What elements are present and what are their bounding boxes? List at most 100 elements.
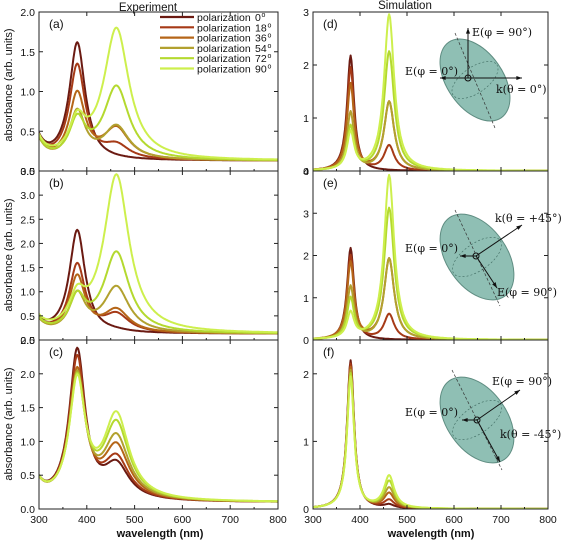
legend-item-54deg: polarization 54 o (160, 43, 272, 55)
x-tick-label: 500 (398, 514, 416, 526)
y-axis-label-c: absorbance (arb. units) (3, 367, 15, 480)
e-field-0-arrow-head (462, 417, 468, 423)
e-field-90-arrow-head (514, 390, 520, 395)
symmetry-axis (454, 32, 496, 129)
legend-label: polarization (197, 53, 251, 65)
legend-item-90deg: polarization 90 o (160, 64, 272, 76)
curve-b-18deg (39, 261, 278, 335)
legend-degree: o (268, 43, 272, 50)
x-tick-label: 300 (304, 514, 322, 526)
simulation-header: Simulation (378, 0, 432, 12)
legend-angle: 72 (255, 53, 267, 65)
legend-label: polarization (197, 43, 251, 55)
legend-label: polarization (197, 12, 251, 24)
label-e-phi0: E(φ = 0°) (405, 65, 458, 78)
equator-line (452, 236, 502, 278)
y-tick-label: 1.0 (20, 436, 35, 448)
x-tick-label: 600 (445, 514, 463, 526)
legend-label: polarization (197, 64, 251, 76)
legend-degree: o (262, 12, 266, 19)
panel-label-a: (a) (49, 17, 64, 31)
inset-f: E(φ = 90°) E(φ = 0°) k(θ = -45°) (405, 369, 561, 471)
label-k-theta: k(θ = 0°) (496, 83, 547, 96)
y-tick-label: 3.0 (20, 190, 35, 202)
y-tick-label: 0 (303, 166, 309, 178)
y-tick-label: 2.0 (20, 238, 35, 250)
panel-label-f: (f) (323, 345, 334, 359)
legend-degree: o (268, 53, 272, 60)
y-tick-label: 0 (303, 335, 309, 347)
curve-c-90deg (39, 373, 278, 503)
x-tick-label: 700 (221, 514, 239, 526)
y-tick-label: 1 (303, 436, 309, 448)
legend-angle: 18 (255, 22, 267, 34)
legend-angle: 54 (255, 43, 267, 55)
x-tick-label: 800 (269, 514, 287, 526)
x-axis-label-right: wavelength (nm) (387, 528, 475, 540)
x-tick-label: 300 (30, 514, 48, 526)
y-tick-label: 2.0 (20, 369, 35, 381)
y-tick-label: 2.5 (20, 335, 35, 347)
y-tick-label: 3.5 (20, 166, 35, 178)
y-axis-label-b: absorbance (arb. units) (3, 198, 15, 311)
curve-a-36deg (39, 89, 278, 162)
e-field-90-arrow-head (465, 28, 471, 34)
panel-label-b: (b) (49, 176, 64, 190)
e-field-0-arrow-head (440, 75, 446, 81)
label-k-theta: k(θ = -45°) (500, 428, 561, 441)
k-vector-arrow-head (495, 456, 500, 462)
legend-degree: o (268, 33, 272, 40)
y-tick-label: 0.5 (20, 470, 35, 482)
panel-c: 300 400 500 600 700 800 0.0 0.5 1.0 1.5 2.0 2.5 (c) (20, 335, 287, 526)
e-field-90-arrow (476, 389, 521, 421)
e-field-90-arrow-head (492, 282, 497, 288)
y-tick-label: 1.5 (20, 47, 35, 59)
panel-e: 0 1 2 3 4 (e) (303, 166, 549, 347)
x-tick-label: 400 (78, 514, 96, 526)
y-tick-label: 0 (303, 504, 309, 516)
legend-item-0deg: polarization 0 o (160, 12, 266, 24)
panel-f: 300 400 500 600 700 800 0 1 2 (f) (303, 339, 557, 526)
panels-layer: 0.0 0.5 1.0 1.5 2.0 (a) 0.0 0.5 1.0 1.5 2.0 2.5 3.0 3… (20, 7, 561, 526)
y-tick-label: 1.5 (20, 403, 35, 415)
y-tick-label: 3 (303, 208, 309, 220)
inset-e: k(θ = +45°) E(φ = 0°) E(φ = 90°) (405, 209, 562, 307)
legend-degree: o (268, 22, 272, 29)
x-tick-label: 600 (174, 514, 192, 526)
inset-d: E(φ = 90°) E(φ = 0°) k(θ = 0°) (405, 26, 547, 129)
panel-label-d: (d) (323, 17, 338, 31)
y-tick-label: 1.0 (20, 87, 35, 99)
x-tick-label: 500 (126, 514, 144, 526)
y-axis-label-a: absorbance (arb. units) (3, 28, 15, 141)
panel-b: 0.0 0.5 1.0 1.5 2.0 2.5 3.0 3.5 (b) (20, 166, 279, 347)
label-e-phi0: E(φ = 0°) (405, 406, 458, 419)
legend-angle: 0 (255, 12, 261, 24)
symmetry-axis (454, 209, 501, 307)
y-tick-label: 2.5 (20, 214, 35, 226)
y-tick-label: 2 (303, 251, 309, 263)
y-tick-label: 0.0 (20, 166, 35, 178)
label-k-theta: k(θ = +45°) (495, 212, 562, 225)
x-tick-label: 700 (492, 514, 510, 526)
y-tick-label: 1 (303, 113, 309, 125)
x-axis-label-left: wavelength (nm) (116, 528, 204, 540)
legend-angle: 90 (255, 64, 267, 76)
curve-c-72deg (39, 371, 278, 503)
y-tick-label: 0.5 (20, 126, 35, 138)
origin-marker (464, 74, 472, 82)
e-field-0-arrow-head (460, 253, 466, 259)
curve-b-72deg (39, 250, 278, 334)
y-tick-label: 1.5 (20, 263, 35, 275)
curve-b-0deg (39, 228, 278, 335)
y-tick-label: 0.5 (20, 311, 35, 323)
label-e-phi0: E(φ = 0°) (405, 242, 458, 255)
y-tick-label: 2.0 (20, 7, 35, 19)
k-vector-arrow (475, 224, 523, 257)
origin-marker (473, 416, 481, 424)
origin-marker (472, 252, 480, 260)
y-tick-label: 2 (303, 60, 309, 72)
curve-b-90deg (39, 173, 278, 334)
curves-b (39, 173, 278, 335)
